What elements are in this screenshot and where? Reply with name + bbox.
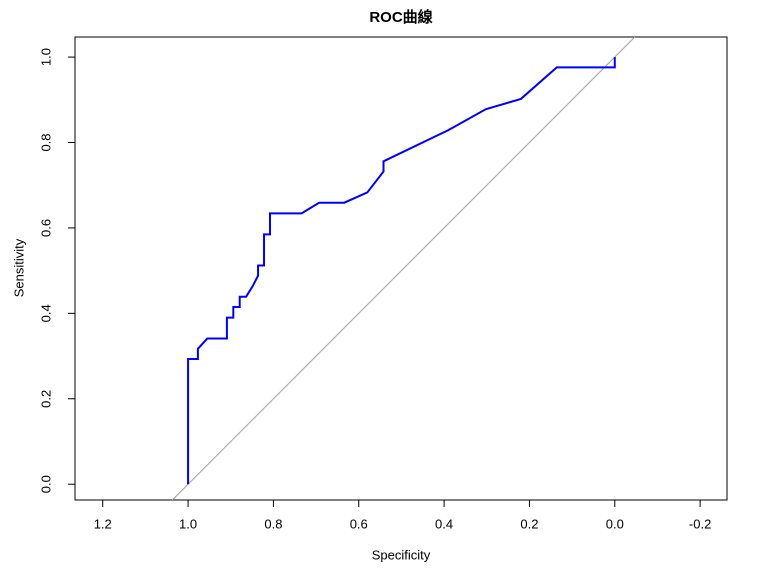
reference-diagonal [171,36,636,501]
y-tick-label: 0.0 [38,475,53,493]
y-axis-label: Sensitivity [11,238,26,297]
y-tick-label: 0.8 [38,133,53,151]
chart-title: ROC曲線 [369,8,432,26]
x-tick-label: 1.2 [94,516,112,531]
x-tick-label: 0.4 [435,516,453,531]
plot-frame [74,36,728,501]
y-tick-label: 1.0 [38,48,53,66]
x-tick-label: 0.6 [350,516,368,531]
x-tick-label: -0.2 [689,516,711,531]
y-tick-label: 0.6 [38,219,53,237]
x-tick-label: 0.8 [264,516,282,531]
x-tick-label: 0.0 [606,516,624,531]
y-tick-label: 0.2 [38,390,53,408]
x-tick-label: 1.0 [179,516,197,531]
roc-curve [187,57,616,485]
x-axis-label: Specificity [372,547,431,562]
x-tick-label: 0.2 [520,516,538,531]
y-tick-label: 0.4 [38,304,53,322]
